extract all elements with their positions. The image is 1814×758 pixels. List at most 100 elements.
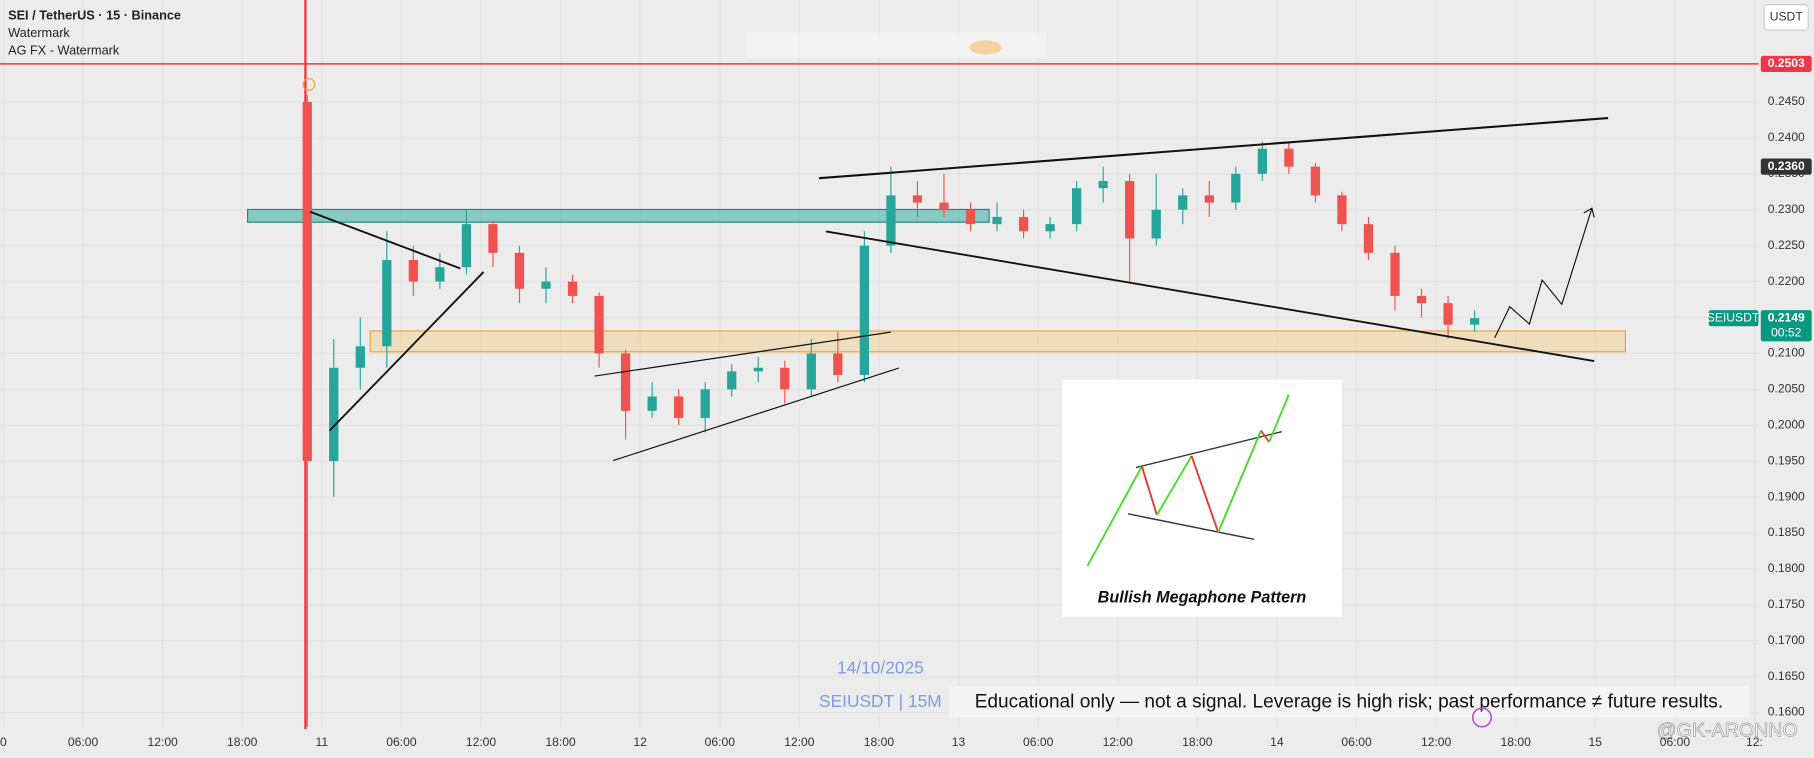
- y-tick-label: 0.1600: [1768, 705, 1805, 719]
- candle-body: [1284, 148, 1294, 167]
- candle-body: [886, 195, 896, 246]
- inset-red: [1190, 455, 1220, 533]
- x-tick-label: 06:00: [705, 735, 736, 749]
- y-tick-label: 0.2450: [1768, 94, 1805, 108]
- y-tick-label: 0.2300: [1768, 202, 1805, 216]
- y-tick-label: 0.2100: [1768, 346, 1805, 360]
- x-tick-label: 12:00: [784, 735, 815, 749]
- candle-body: [620, 353, 631, 411]
- candle-body: [1310, 166, 1321, 196]
- candle-body: [1204, 195, 1214, 203]
- trend-line: [818, 117, 1609, 180]
- trend-line: [825, 230, 1595, 362]
- candle-body: [594, 295, 604, 354]
- trend-line: [594, 331, 891, 377]
- lightning-icon: [1471, 707, 1492, 728]
- x-tick-label: 12:00: [1103, 735, 1134, 749]
- candle-body: [302, 101, 312, 462]
- watermark-label: AG FX - Watermark: [8, 42, 120, 57]
- y-tick-label: 0.1700: [1768, 633, 1805, 647]
- candle-body: [1045, 224, 1055, 232]
- x-tick-label: 18:00: [864, 735, 895, 749]
- candle-body: [355, 346, 365, 368]
- inset-green: [1217, 430, 1262, 533]
- currency-button[interactable]: [1763, 4, 1809, 31]
- x-tick-label: 06:00: [386, 735, 417, 749]
- x-tick-label: 06:00: [1660, 735, 1691, 749]
- disclaimer-box: [948, 686, 1750, 718]
- inset: Bullish Megaphone Pattern: [1062, 379, 1342, 617]
- candle-body: [488, 224, 498, 253]
- x-tick-label: 06:00: [68, 735, 99, 749]
- candle-body: [647, 396, 657, 411]
- candle-body: [408, 260, 418, 282]
- candle-body: [1018, 216, 1029, 232]
- candle-body: [382, 260, 392, 347]
- candle-body: [992, 216, 1002, 225]
- candle-body: [806, 353, 816, 390]
- inset-red: [1260, 429, 1270, 443]
- last-price-label: 0.2149: [1768, 310, 1805, 324]
- y-tick-label: 0.1650: [1768, 669, 1805, 683]
- high-tag-label: 0.2360: [1768, 159, 1805, 173]
- x-tick-label: 12: [633, 735, 647, 749]
- y-tick-label: 0.2400: [1768, 130, 1805, 144]
- high-tag: [1760, 158, 1812, 175]
- y-tick-label: 0.1950: [1768, 453, 1805, 467]
- candle-body: [1416, 295, 1427, 304]
- x-tick-label: 06:00: [1023, 735, 1054, 749]
- x-tick-label: 0: [0, 735, 7, 749]
- candle-body: [1231, 173, 1241, 203]
- chart-title: SEI / TetherUS · 15 · Binance: [8, 8, 181, 23]
- candle-body: [1363, 224, 1374, 253]
- inset-title: Bullish Megaphone Pattern: [1098, 589, 1307, 607]
- candle-body: [1098, 181, 1108, 189]
- candle-body: [1125, 181, 1135, 239]
- candle-body: [514, 252, 525, 289]
- x-tick-label: 18:00: [227, 735, 258, 749]
- candle-body: [461, 224, 472, 268]
- x-tick-label: 15: [1589, 735, 1603, 749]
- candle-body: [435, 267, 445, 282]
- y-tick-label: 0.1850: [1768, 525, 1805, 539]
- y-tick-label: 0.2050: [1768, 382, 1805, 396]
- inset-line: [1127, 513, 1255, 540]
- candle-body: [1443, 303, 1453, 325]
- inset-green: [1086, 465, 1143, 567]
- trend-lines: [309, 117, 1609, 462]
- y-tick-label: 0.1750: [1768, 597, 1805, 611]
- overlay: 0.1600 0.1650 0.1700 0.1750 0.1800 0.1850 0.19…: [0, 55, 1812, 749]
- symbol-tag: [1708, 310, 1759, 327]
- watermark-blur: [746, 32, 1047, 58]
- x-tick-label: 11: [316, 735, 329, 749]
- marker-circle: [302, 78, 316, 91]
- x-tick-label: 13: [952, 735, 966, 749]
- time-axis: [0, 729, 1814, 758]
- x-tick-label: 12:: [1746, 735, 1763, 749]
- watermark-label: Watermark: [8, 25, 70, 40]
- candle-body: [700, 389, 710, 419]
- credit: @GK-ARONNO: [1657, 720, 1798, 742]
- candle-body: [1337, 195, 1347, 225]
- price-tag-label: 0.2503: [1768, 56, 1805, 70]
- candle-body: [1071, 188, 1082, 225]
- trend-line: [329, 271, 485, 432]
- candle-body: [859, 245, 870, 375]
- y-tick-label: 0.2200: [1768, 274, 1805, 288]
- x-tick-label: 18:00: [545, 735, 576, 749]
- x-tick-label: 06:00: [1341, 735, 1372, 749]
- price-axis: [1758, 0, 1814, 758]
- currency[interactable]: USDT: [1770, 10, 1804, 24]
- candle-body: [1469, 318, 1480, 325]
- candle-body: [541, 281, 551, 289]
- y-tick-label: 0.1900: [1768, 489, 1805, 503]
- inset-red: [1140, 466, 1158, 516]
- x-tick-label: 12:00: [147, 735, 178, 749]
- support-zone: [369, 330, 1627, 353]
- candle-body: [1257, 148, 1267, 174]
- candle-body: [674, 396, 684, 419]
- candle-body: [939, 202, 949, 210]
- x-tick-label: 18:00: [1182, 735, 1213, 749]
- countdown-label: 00:52: [1771, 325, 1802, 339]
